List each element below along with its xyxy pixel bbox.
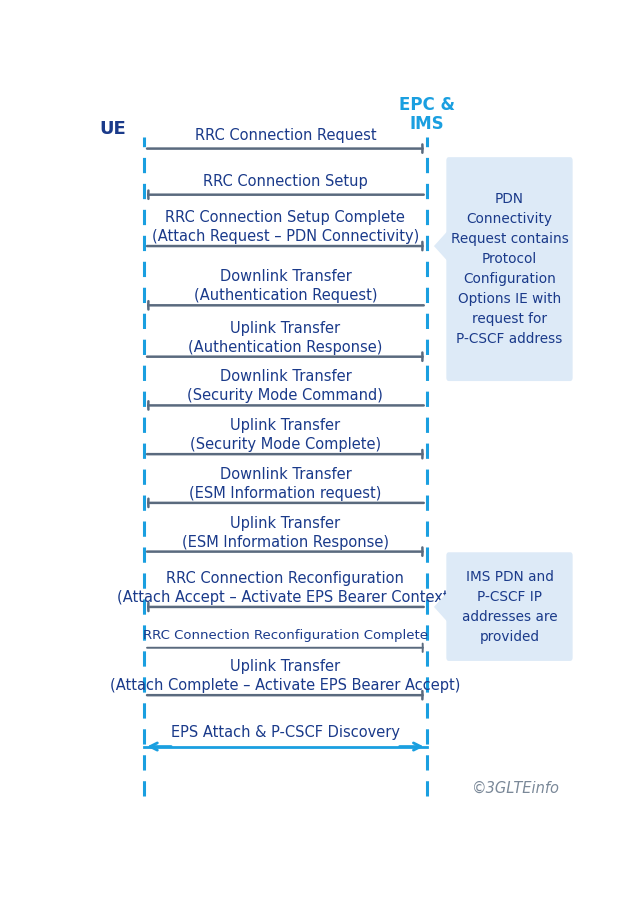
Text: (Authentication Response): (Authentication Response) <box>189 339 383 355</box>
Text: Downlink Transfer: Downlink Transfer <box>220 467 351 482</box>
Polygon shape <box>434 591 449 623</box>
Text: PDN
Connectivity
Request contains
Protocol
Configuration
Options IE with
request: PDN Connectivity Request contains Protoc… <box>450 192 569 347</box>
Text: Uplink Transfer: Uplink Transfer <box>230 515 341 531</box>
Text: RRC Connection Setup: RRC Connection Setup <box>203 174 368 189</box>
Text: Downlink Transfer: Downlink Transfer <box>220 369 351 384</box>
Text: EPC &
IMS: EPC & IMS <box>399 96 454 133</box>
Text: EPS Attach & P-CSCF Discovery: EPS Attach & P-CSCF Discovery <box>171 725 400 740</box>
Text: ©3GLTEinfo: ©3GLTEinfo <box>472 781 560 796</box>
Text: RRC Connection Reconfiguration: RRC Connection Reconfiguration <box>166 571 404 585</box>
Text: (Security Mode Command): (Security Mode Command) <box>187 389 383 403</box>
Text: RRC Connection Reconfiguration Complete: RRC Connection Reconfiguration Complete <box>143 629 428 642</box>
Text: RRC Connection Setup Complete: RRC Connection Setup Complete <box>166 210 405 225</box>
Text: Downlink Transfer: Downlink Transfer <box>220 269 351 285</box>
FancyBboxPatch shape <box>446 157 573 381</box>
Text: (Attach Accept – Activate EPS Bearer Context): (Attach Accept – Activate EPS Bearer Con… <box>117 590 454 605</box>
Text: (Attach Request – PDN Connectivity): (Attach Request – PDN Connectivity) <box>152 229 419 244</box>
Text: IMS PDN and
P-CSCF IP
addresses are
provided: IMS PDN and P-CSCF IP addresses are prov… <box>461 569 557 644</box>
Text: (Authentication Request): (Authentication Request) <box>194 288 377 304</box>
Text: RRC Connection Request: RRC Connection Request <box>195 128 376 144</box>
FancyBboxPatch shape <box>446 552 573 661</box>
Text: Uplink Transfer: Uplink Transfer <box>230 659 341 674</box>
Text: (ESM Information request): (ESM Information request) <box>189 486 381 501</box>
Text: (Security Mode Complete): (Security Mode Complete) <box>190 437 381 453</box>
Text: (Attach Complete – Activate EPS Bearer Accept): (Attach Complete – Activate EPS Bearer A… <box>110 678 461 693</box>
Polygon shape <box>434 230 449 262</box>
Text: Uplink Transfer: Uplink Transfer <box>230 418 341 433</box>
Text: Uplink Transfer: Uplink Transfer <box>230 321 341 336</box>
Text: UE: UE <box>100 119 127 137</box>
Text: (ESM Information Response): (ESM Information Response) <box>182 534 389 550</box>
